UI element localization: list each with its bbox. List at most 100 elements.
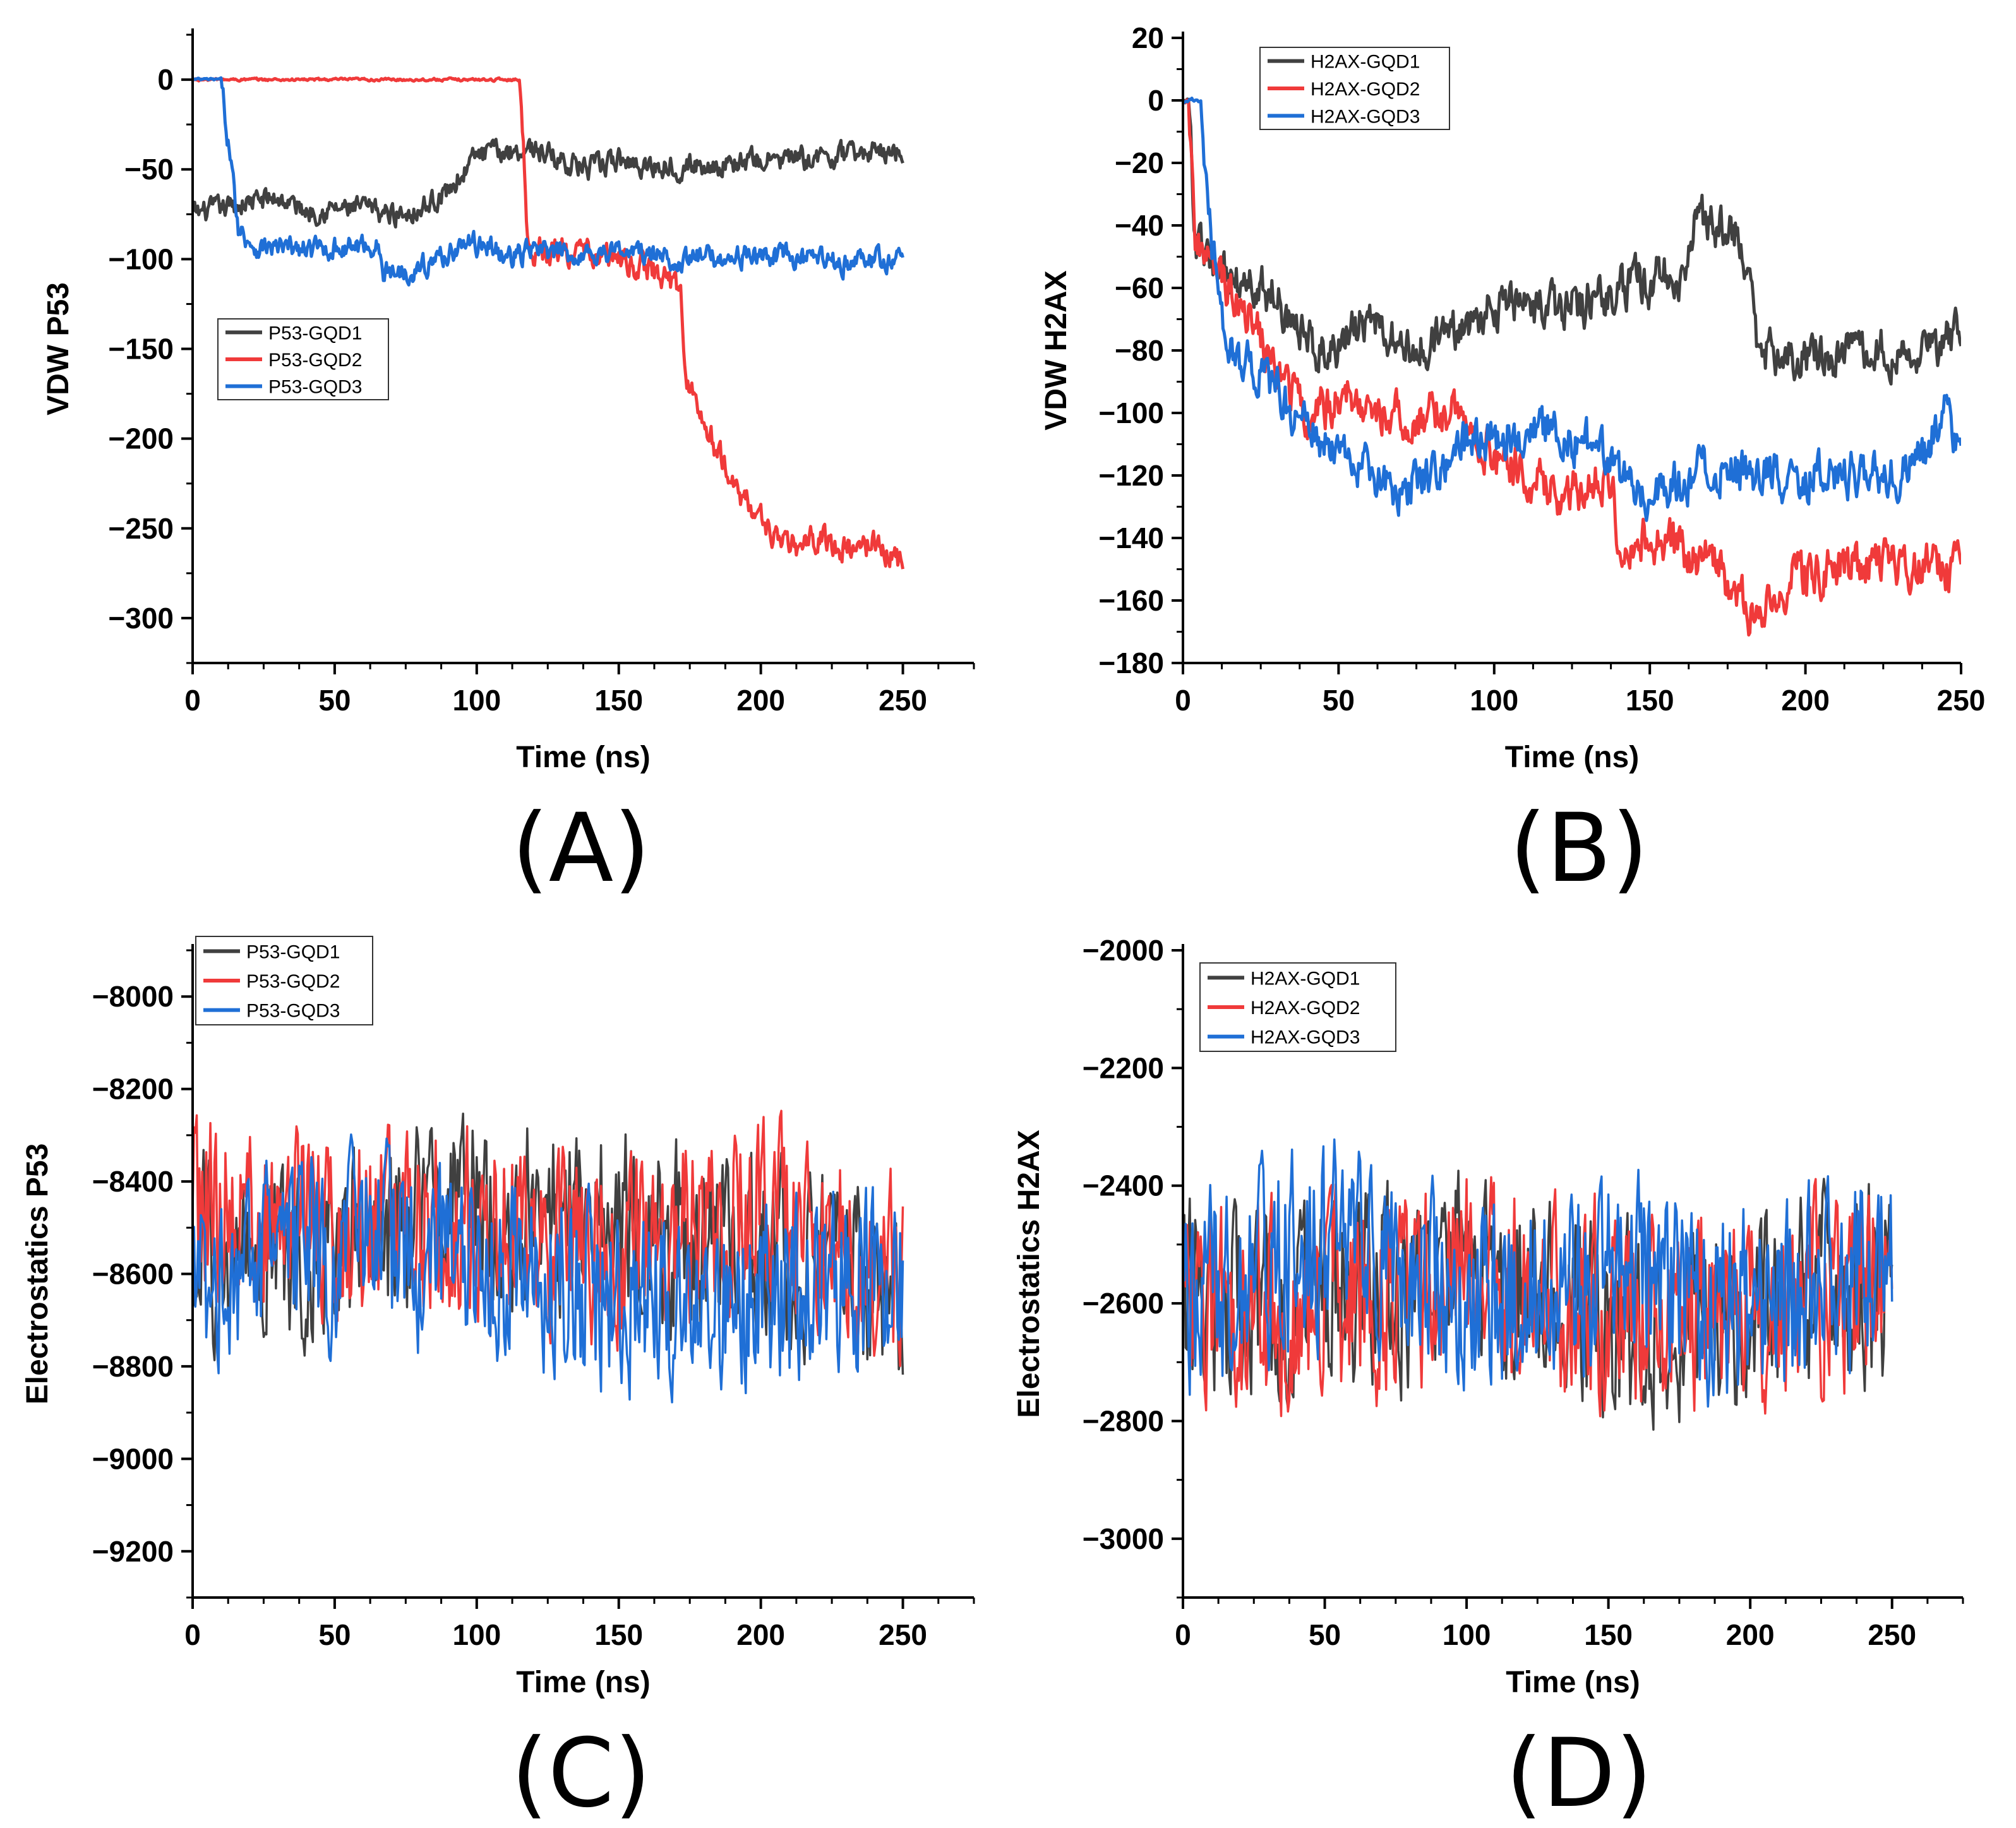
legend-label: P53-GQD2 (268, 350, 362, 371)
series-group (193, 1109, 904, 1404)
legend-label: P53-GQD1 (246, 941, 340, 962)
panel-a: 0 50 100 150 200 250 0 −50 −100 −150 −200 −250 −300 T… (42, 28, 975, 904)
panel-letter: (B) (1509, 794, 1648, 904)
series-line-h2ax-gqd2 (1183, 98, 1961, 637)
legend-label: H2AX-GQD1 (1251, 968, 1360, 989)
panel-d: 0 50 100 150 200 250 −2000 −2200 −2400 −2600 −2800… (1012, 934, 1964, 1828)
x-axis-title: Time (ns) (516, 741, 650, 774)
x-tick-label: 0 (184, 684, 201, 717)
y-tick-label: −20 (1115, 146, 1164, 179)
y-tick-label: −60 (1115, 272, 1164, 304)
x-tick-label: 0 (184, 1618, 201, 1651)
x-tick-label: 150 (1584, 1618, 1633, 1651)
x-tick-label: 250 (1868, 1618, 1916, 1651)
y-tick-label: −150 (108, 333, 174, 366)
x-tick-label: 150 (1626, 684, 1674, 717)
series-line-p53-gqd1 (193, 138, 904, 229)
y-tick-label: −40 (1115, 209, 1164, 242)
y-tick-label: −8600 (92, 1258, 174, 1291)
x-tick-label: 200 (736, 1618, 785, 1651)
panel-b: 0 50 100 150 200 250200−20−40−60−80−100−120−1… (1040, 21, 1985, 904)
y-tick-label: −9200 (92, 1535, 174, 1568)
y-tick-label: −8000 (92, 980, 174, 1013)
x-tick-label: 250 (1937, 684, 1986, 717)
y-tick-label: −2200 (1083, 1051, 1164, 1084)
y-tick-label: −100 (1098, 397, 1164, 429)
legend-label: H2AX-GQD3 (1251, 1027, 1360, 1048)
y-tick-label: −140 (1098, 522, 1164, 554)
y-tick-label: −3000 (1083, 1522, 1164, 1555)
y-tick-label: 20 (1132, 21, 1164, 54)
x-axis-title: Time (ns) (516, 1666, 650, 1699)
series-line-p53-gqd3 (193, 76, 904, 287)
x-tick-label: 100 (452, 1618, 501, 1651)
y-tick-label: −50 (124, 153, 174, 186)
y-axis-title: VDW P53 (42, 282, 75, 415)
legend: H2AX-GQD1 H2AX-GQD2 H2AX-GQD3 (1259, 47, 1450, 130)
y-tick-label: −200 (108, 422, 174, 455)
series-group (1183, 97, 1961, 637)
series-line-h2ax-gqd3 (1183, 97, 1961, 522)
x-tick-label: 150 (594, 1618, 643, 1651)
x-tick-label: 100 (1443, 1618, 1491, 1651)
y-axis-title: Electrostatics H2AX (1012, 1130, 1046, 1418)
x-tick-label: 50 (318, 684, 351, 717)
legend-label: P53-GQD1 (268, 323, 362, 343)
y-tick-label: −100 (108, 242, 174, 275)
y-tick-label: −2000 (1083, 934, 1164, 967)
legend: P53-GQD1 P53-GQD2 P53-GQD3 (195, 936, 373, 1025)
legend-label: P53-GQD3 (268, 377, 362, 398)
y-tick-label: −120 (1098, 459, 1164, 492)
x-axis-title: Time (ns) (1505, 741, 1639, 774)
y-tick-label: −80 (1115, 334, 1164, 367)
y-tick-label: −2400 (1083, 1169, 1164, 1202)
legend-label: H2AX-GQD2 (1311, 79, 1420, 100)
x-axis-title: Time (ns) (1506, 1666, 1640, 1699)
y-tick-label: −300 (108, 602, 174, 635)
legend: H2AX-GQD1 H2AX-GQD2 H2AX-GQD3 (1199, 962, 1396, 1052)
y-axis-title: Electrostatics P53 (21, 1144, 54, 1405)
panel-letter: (A) (512, 794, 651, 904)
series-line-h2ax-gqd1 (1183, 97, 1961, 386)
x-tick-label: 50 (1309, 1618, 1341, 1651)
y-tick-label: −250 (108, 512, 174, 545)
y-tick-label: −160 (1098, 584, 1164, 617)
x-tick-label: 150 (594, 684, 643, 717)
x-tick-label: 0 (1175, 1618, 1191, 1651)
y-tick-label: −2600 (1083, 1287, 1164, 1320)
series-group (193, 76, 904, 570)
series-line-p53-gqd2 (193, 1109, 904, 1367)
legend-label: P53-GQD3 (246, 1001, 340, 1022)
panel-letter: (C) (511, 1719, 651, 1828)
legend-label: H2AX-GQD1 (1311, 52, 1420, 73)
x-tick-label: 50 (318, 1618, 351, 1651)
x-tick-label: 200 (1781, 684, 1830, 717)
legend-label: H2AX-GQD3 (1311, 106, 1420, 127)
series-group (1183, 1138, 1893, 1431)
x-tick-label: 250 (879, 1618, 927, 1651)
y-axis-title: VDW H2AX (1040, 270, 1073, 430)
y-tick-label: 0 (157, 63, 174, 96)
panel-c: 0 50 100 150 200 250 −8000 −8200 −8400 −8600 −8800… (21, 936, 975, 1828)
y-tick-label: −180 (1098, 647, 1164, 679)
y-tick-label: 0 (1148, 84, 1164, 117)
x-tick-label: 200 (736, 684, 785, 717)
series-line-p53-gqd3 (193, 1133, 904, 1404)
y-tick-label: −8400 (92, 1165, 174, 1198)
series-line-h2ax-gqd3 (1183, 1138, 1893, 1408)
panel-letter: (D) (1506, 1719, 1653, 1828)
x-tick-label: 50 (1323, 684, 1355, 717)
legend: P53-GQD1 P53-GQD2 P53-GQD3 (217, 318, 389, 400)
x-tick-label: 250 (879, 684, 927, 717)
x-tick-label: 0 (1175, 684, 1191, 717)
y-tick-label: −8200 (92, 1073, 174, 1106)
y-tick-label: −8800 (92, 1350, 174, 1383)
x-tick-label: 100 (1470, 684, 1518, 717)
legend-label: P53-GQD2 (246, 971, 340, 992)
y-tick-label: −2800 (1083, 1404, 1164, 1437)
y-tick-label: −9000 (92, 1442, 174, 1475)
x-tick-label: 100 (452, 684, 501, 717)
legend-label: H2AX-GQD2 (1251, 998, 1360, 1019)
x-tick-label: 200 (1726, 1618, 1775, 1651)
